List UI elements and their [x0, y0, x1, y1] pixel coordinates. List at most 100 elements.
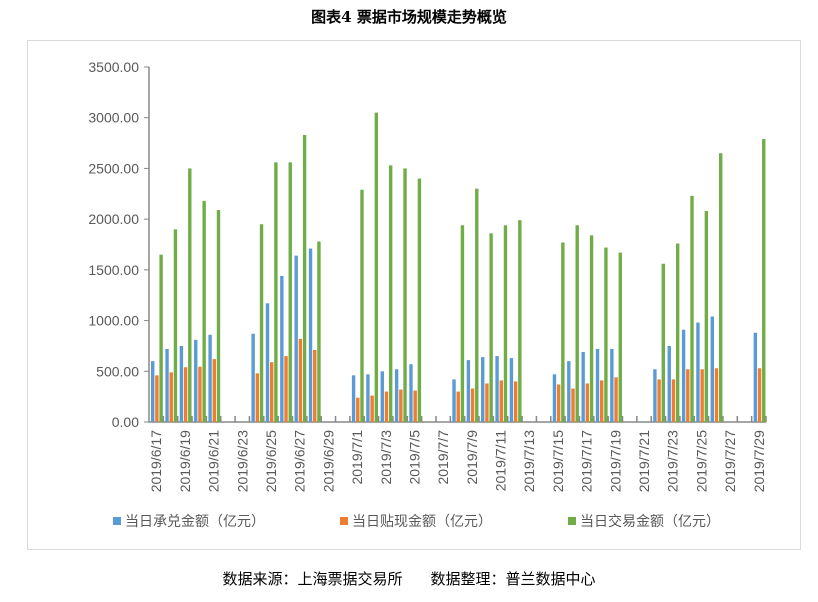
x-tick-label: 2019/7/9: [464, 430, 480, 485]
bar-discount: [356, 397, 360, 422]
bar-discount: [499, 380, 503, 422]
bar-acceptance: [294, 255, 298, 422]
bar-acceptance: [151, 361, 155, 422]
legend-label: 当日承兑金额（亿元）: [125, 514, 265, 530]
bar-trading: [374, 112, 379, 423]
bar-discount: [399, 389, 403, 422]
bar-trading: [618, 252, 622, 422]
bar-discount: [485, 383, 489, 422]
chart-frame: 0.00 500.00 1000.00 1500.00 2000.00 2500.00 30…: [27, 40, 801, 550]
bar-trading: [475, 188, 479, 422]
bar-acceptance: [165, 348, 169, 422]
x-tick-label: 2019/7/29: [751, 430, 767, 492]
bar-trading: [589, 235, 594, 422]
bar-trading: [518, 220, 522, 422]
bar-acceptance: [495, 356, 499, 422]
bar-discount: [169, 372, 173, 422]
bar-trading: [489, 233, 493, 422]
bar-acceptance: [179, 345, 184, 422]
x-tick-label: 2019/6/25: [263, 430, 279, 492]
bar-discount: [155, 375, 159, 422]
bar-discount: [513, 381, 518, 422]
data-compiler: 数据整理：普兰数据中心: [430, 570, 596, 588]
bar-trading: [561, 242, 565, 422]
bar-discount: [269, 362, 274, 422]
bar-acceptance: [610, 348, 614, 422]
bar-discount: [384, 391, 389, 422]
bar-discount: [657, 379, 661, 422]
bar-discount: [183, 367, 188, 422]
bar-acceptance: [481, 357, 485, 422]
x-tick-label: 2019/6/23: [234, 430, 250, 492]
bar-acceptance: [394, 369, 399, 422]
x-tick-label: 2019/7/13: [521, 430, 537, 492]
x-tick-label: 2019/7/15: [550, 430, 566, 492]
bar-acceptance: [452, 379, 456, 422]
bar-trading: [274, 162, 278, 422]
bar-acceptance: [753, 332, 758, 422]
bar-discount: [714, 368, 719, 422]
bar-discount: [571, 388, 575, 422]
bar-trading: [503, 225, 508, 422]
bar-trading: [317, 241, 321, 422]
y-tick-label: 0.00: [112, 414, 139, 430]
bar-trading: [661, 263, 666, 422]
legend-label: 当日交易金额（亿元）: [580, 513, 720, 530]
bar-acceptance: [681, 329, 686, 422]
x-tick-label: 2019/7/23: [665, 430, 681, 492]
bar-discount: [470, 388, 475, 422]
bar-acceptance: [366, 374, 370, 422]
bar-discount: [284, 356, 288, 422]
y-tick-label: 2000.00: [88, 211, 139, 227]
bar-discount: [198, 366, 202, 422]
bar-acceptance: [552, 374, 557, 422]
bar-discount: [298, 338, 303, 422]
bar-trading: [216, 210, 221, 422]
legend-label: 当日贴现金额（亿元）: [352, 514, 492, 530]
bar-trading: [259, 224, 264, 422]
bar-acceptance: [653, 369, 657, 422]
bar-trading: [575, 225, 579, 422]
y-tick-label: 3500.00: [88, 59, 139, 75]
y-tick-label: 1000.00: [88, 313, 139, 329]
x-tick-label: 2019/7/17: [579, 430, 595, 492]
bar-acceptance: [710, 316, 715, 422]
bar-discount: [313, 349, 317, 422]
bar-trading: [159, 254, 163, 422]
bar-trading: [675, 243, 680, 422]
bar-acceptance: [466, 360, 471, 422]
bar-acceptance: [308, 248, 313, 422]
x-tick-label: 2019/7/27: [722, 430, 738, 492]
bar-acceptance: [208, 334, 212, 422]
x-tick-label: 2019/6/17: [148, 430, 164, 492]
bar-chart: 0.00 500.00 1000.00 1500.00 2000.00 2500.00 30…: [88, 59, 767, 530]
bar-discount: [671, 379, 676, 422]
x-tick-label: 2019/6/19: [177, 430, 193, 492]
bar-discount: [600, 380, 604, 422]
bar-trading: [690, 195, 694, 422]
bar-trading: [704, 211, 709, 422]
bar-trading: [762, 139, 766, 422]
bar-discount: [255, 373, 260, 422]
bar-acceptance: [194, 339, 198, 422]
bar-acceptance: [251, 333, 255, 422]
chart-title: 图表4 票据市场规模走势概览: [311, 8, 507, 26]
bar-acceptance: [280, 275, 284, 422]
bar-acceptance: [351, 375, 356, 422]
bar-acceptance: [380, 371, 384, 422]
bar-discount: [614, 377, 618, 422]
footer: 数据来源：上海票据交易所 数据整理：普兰数据中心: [0, 568, 818, 589]
x-tick-label: 2019/7/25: [693, 430, 709, 492]
bar-discount: [212, 359, 216, 422]
y-tick-label: 500.00: [96, 363, 139, 379]
bar-trading: [288, 162, 292, 422]
bar-discount: [456, 391, 460, 422]
x-tick-label: 2019/7/3: [378, 430, 394, 485]
x-tick-label: 2019/7/7: [435, 430, 451, 485]
bar-trading: [417, 178, 422, 422]
bar-discount: [370, 395, 374, 422]
bar-trading: [460, 225, 465, 422]
data-source: 数据来源：上海票据交易所: [222, 570, 403, 588]
bar-acceptance: [595, 348, 600, 422]
bar-acceptance: [581, 352, 585, 422]
